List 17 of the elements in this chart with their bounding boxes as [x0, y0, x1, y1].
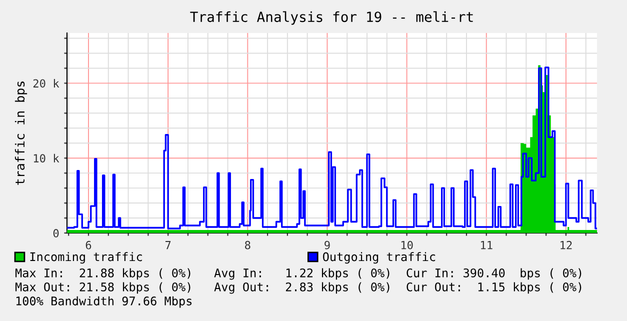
x-tick-label: 7 [165, 241, 171, 250]
x-tick-label: 12 [560, 240, 572, 250]
x-tick-label: 6 [86, 240, 92, 250]
x-tick-label: 11 [481, 241, 492, 250]
y-tick-label: 20 k [33, 78, 60, 88]
x-tick-label: 8 [245, 240, 250, 250]
chart-title: Traffic Analysis for 19 -- meli-rt [190, 11, 473, 25]
text: Max In: 21.88 kbps ( 0%) Avg In: 1.22 kbps ( 0%) Cur In: 390.40 bps ( 0%) [15, 268, 582, 280]
legend-label: Incoming traffic [30, 252, 142, 264]
y-tick-label: 0 [53, 229, 59, 238]
text: 100% Bandwidth 97.66 Mbps [16, 296, 192, 308]
x-tick-label: 10 [401, 240, 413, 250]
y-tick-label: 10 k [34, 154, 60, 162]
legend-label: Outgoing traffic [323, 252, 436, 264]
y-axis-title: traffic in bps [14, 82, 28, 185]
text: Max Out: 21.58 kbps ( 0%) Avg Out: 2.83 kbps ( 0%) Cur Out: 1.15 kbps ( 0%) [15, 282, 582, 294]
x-tick-label: 9 [324, 240, 330, 250]
